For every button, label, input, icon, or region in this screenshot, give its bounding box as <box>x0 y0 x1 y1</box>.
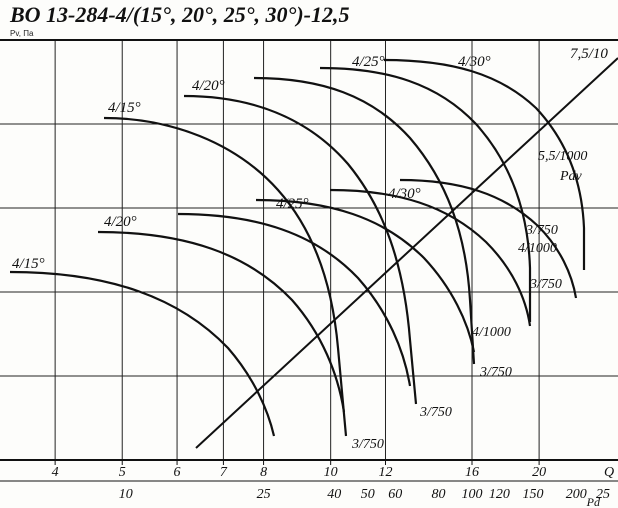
curve-label: 4/30° <box>388 186 421 202</box>
x-axis-tick: 10 <box>324 465 338 480</box>
bottom-right-label: Pd <box>586 495 601 508</box>
curve-end-label: 4/1000 <box>472 325 511 340</box>
x-axis-tick: 8 <box>260 465 267 480</box>
curve-label: 4/20° <box>192 78 225 94</box>
curve-label: 4/15° <box>108 100 141 116</box>
curve-end-label: 4/1000 <box>518 241 557 256</box>
x-axis-trailing: Q <box>604 465 614 480</box>
curve-label: 4/20° <box>104 214 137 230</box>
x-axis2-tick: 25 <box>257 487 271 502</box>
x-axis2-tick: 40 <box>327 487 341 502</box>
curve-end-label: 3/750 <box>351 437 384 452</box>
curve-label: 4/15° <box>12 256 45 272</box>
x-axis-tick: 20 <box>532 465 546 480</box>
curve-end-label: 5,5/1000 <box>538 149 587 164</box>
curve-label: 4/25° <box>352 54 385 70</box>
x-axis2-tick: 50 <box>361 487 375 502</box>
x-axis2-tick: 100 <box>462 487 483 502</box>
x-axis2-tick: 80 <box>431 487 445 502</box>
curve-end-label: Pdv <box>559 169 583 184</box>
x-axis-tick: 5 <box>119 465 126 480</box>
curve-end-label: 3/750 <box>479 365 512 380</box>
curve-label: 7,5/10 <box>570 46 608 62</box>
x-axis-tick: 7 <box>220 465 228 480</box>
y-axis-label: Pv, Па <box>10 29 34 38</box>
x-axis2-tick: 10 <box>119 487 133 502</box>
x-axis-tick: 16 <box>465 465 479 480</box>
fan-performance-chart: BO 13-284-4/(15°, 20°, 25°, 30°)-12,5 Pv,… <box>0 0 618 508</box>
x-axis2-tick: 200 <box>566 487 587 502</box>
x-axis2-tick: 150 <box>522 487 543 502</box>
curve-end-label: 3/750 <box>419 405 452 420</box>
x-axis-tick: 6 <box>174 465 181 480</box>
x-axis2-tick: 60 <box>388 487 402 502</box>
x-axis2-tick: 120 <box>489 487 510 502</box>
x-axis-tick: 12 <box>378 465 392 480</box>
chart-title: BO 13-284-4/(15°, 20°, 25°, 30°)-12,5 <box>9 2 350 27</box>
x-axis-tick: 4 <box>52 465 59 480</box>
curve-end-label: 3/750 <box>529 277 562 292</box>
